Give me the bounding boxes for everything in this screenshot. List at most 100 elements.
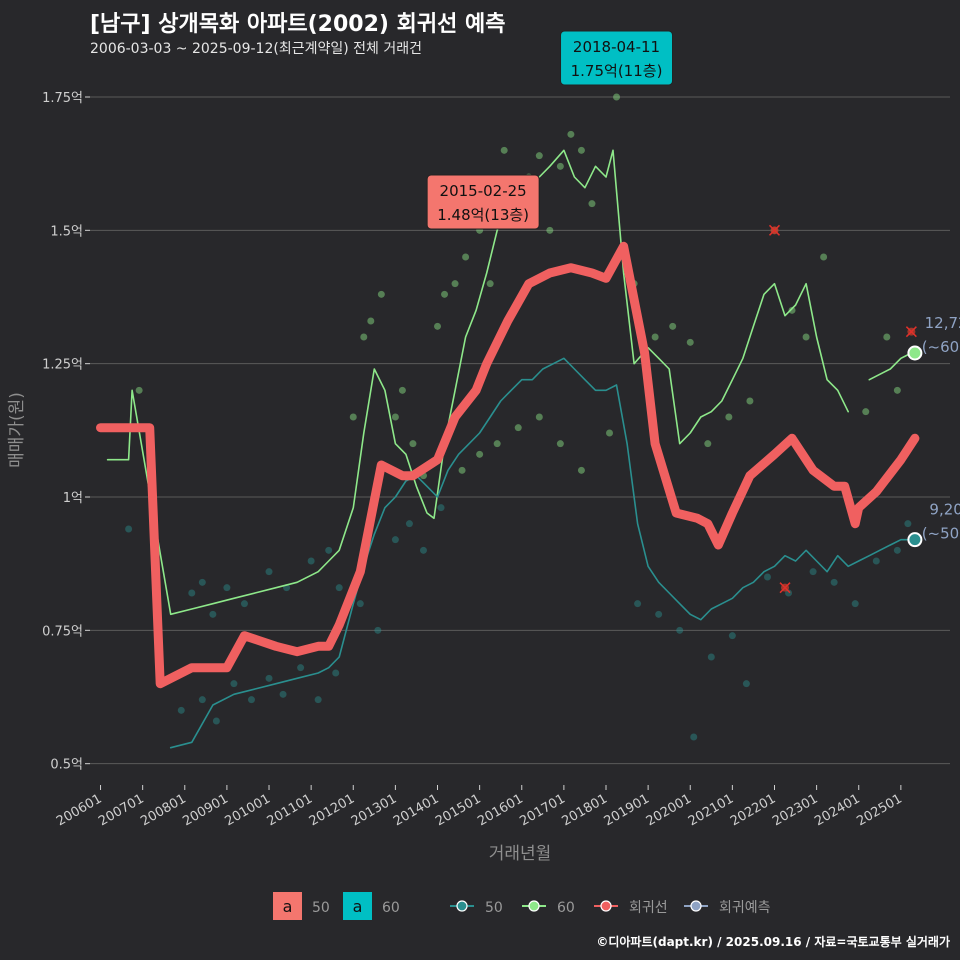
y-tick-label: 0.5억 — [50, 758, 83, 773]
scatter-point — [437, 504, 445, 512]
x-tick-label: 201901 — [602, 791, 652, 829]
scatter-point — [556, 162, 564, 170]
scatter-point — [209, 610, 217, 618]
x-tick-label: 202201 — [728, 791, 778, 829]
x-tick-label: 201501 — [433, 791, 483, 829]
legend-dot — [690, 900, 702, 912]
scatter-point — [356, 600, 364, 608]
annotation-date: 2015-02-25 — [440, 182, 527, 200]
x-tick-label: 202501 — [854, 791, 904, 829]
cancelled-x-mark — [768, 224, 781, 236]
scatter-layer — [125, 93, 912, 741]
legend-key-letter: a — [353, 897, 363, 916]
x-tick-label: 201201 — [307, 791, 357, 829]
end-area-label: (~50㎡) — [922, 525, 960, 543]
scatter-point — [240, 600, 248, 608]
scatter-point — [728, 632, 736, 640]
legend-label: 회귀예측 — [719, 900, 771, 916]
scatter-point — [212, 717, 220, 725]
scatter-point — [335, 584, 343, 592]
legend-label: 회귀선 — [629, 900, 668, 916]
scatter-point — [546, 226, 554, 234]
legend-dot — [528, 900, 540, 912]
series-end-point — [907, 345, 923, 361]
scatter-point — [434, 322, 442, 330]
scatter-point — [198, 578, 206, 586]
scatter-point — [377, 290, 385, 298]
scatter-point — [451, 280, 459, 288]
scatter-point — [862, 408, 870, 416]
scatter-point — [374, 626, 382, 634]
scatter-point — [247, 696, 255, 704]
scatter-point — [223, 584, 231, 592]
scatter-point — [188, 589, 196, 597]
scatter-point — [405, 520, 413, 528]
scatter-point — [763, 573, 771, 581]
scatter-point — [462, 253, 470, 261]
scatter-point — [883, 333, 891, 341]
scatter-point — [500, 146, 508, 154]
scatter-point — [349, 413, 357, 421]
legend-label: 60 — [382, 900, 400, 916]
x-tick-label: 200801 — [138, 791, 188, 829]
x-tick-label: 201701 — [517, 791, 567, 829]
x-tick-label: 201401 — [391, 791, 441, 829]
scatter-point — [297, 664, 305, 672]
scatter-point — [669, 322, 677, 330]
scatter-point — [419, 546, 427, 554]
scatter-point — [588, 200, 596, 208]
grid-layer — [90, 96, 950, 765]
scatter-point — [486, 280, 494, 288]
legend-dot — [600, 900, 612, 912]
scatter-point — [230, 680, 238, 688]
legend-key-box — [273, 892, 302, 920]
scatter-point — [606, 429, 614, 437]
legend-label: 50 — [312, 900, 330, 916]
x-tick-label: 201801 — [560, 791, 610, 829]
x-tick-label: 201301 — [349, 791, 399, 829]
scatter-point — [398, 386, 406, 394]
series-line-regression — [96, 241, 920, 689]
scatter-point — [904, 520, 912, 528]
chart-subtitle: 2006-03-03 ~ 2025-09-12(최근계약일) 전체 거래건 — [90, 41, 422, 57]
scatter-point — [391, 536, 399, 544]
annotation-box — [560, 30, 674, 86]
x-tick-label: 201101 — [265, 791, 315, 829]
x-tick-label: 201001 — [223, 791, 273, 829]
scatter-point — [893, 546, 901, 554]
annotation-date: 2018-04-11 — [573, 38, 660, 56]
legend-key-box — [343, 892, 372, 920]
scatter-point — [704, 440, 712, 448]
cancelled-x-mark — [779, 582, 791, 594]
scatter-point — [893, 386, 901, 394]
scatter-point — [135, 386, 143, 394]
y-tick-label: 0.75억 — [42, 624, 83, 639]
scatter-point — [535, 413, 543, 421]
scatter-point — [198, 696, 206, 704]
legend-dot — [456, 900, 468, 912]
scatter-point — [279, 690, 287, 698]
annotation-layer: 12,725 (~60㎡) 9,200 (~50㎡) 2015-02-25 1.48억(1… — [426, 30, 960, 543]
x-tick-label: 200901 — [180, 791, 230, 829]
x-tick-label: 201601 — [475, 791, 525, 829]
y-tick-label: 1억 — [63, 491, 83, 506]
scatter-point — [325, 546, 333, 554]
scatter-point — [809, 568, 817, 576]
scatter-point — [655, 610, 663, 618]
y-tick-label: 1.75억 — [42, 91, 83, 106]
scatter-point — [742, 680, 750, 688]
scatter-point — [391, 413, 399, 421]
scatter-point — [676, 626, 684, 634]
lines-layer — [96, 149, 920, 749]
scatter-point — [634, 600, 642, 608]
cancelled-x-mark — [905, 326, 917, 338]
scatter-point — [746, 397, 754, 405]
y-tick-label: 1.25억 — [42, 358, 83, 373]
scatter-point — [265, 568, 273, 576]
end-value-label: 12,725 — [925, 314, 960, 332]
scatter-point — [458, 466, 466, 474]
series-end-point — [907, 532, 923, 548]
scatter-point — [851, 600, 859, 608]
